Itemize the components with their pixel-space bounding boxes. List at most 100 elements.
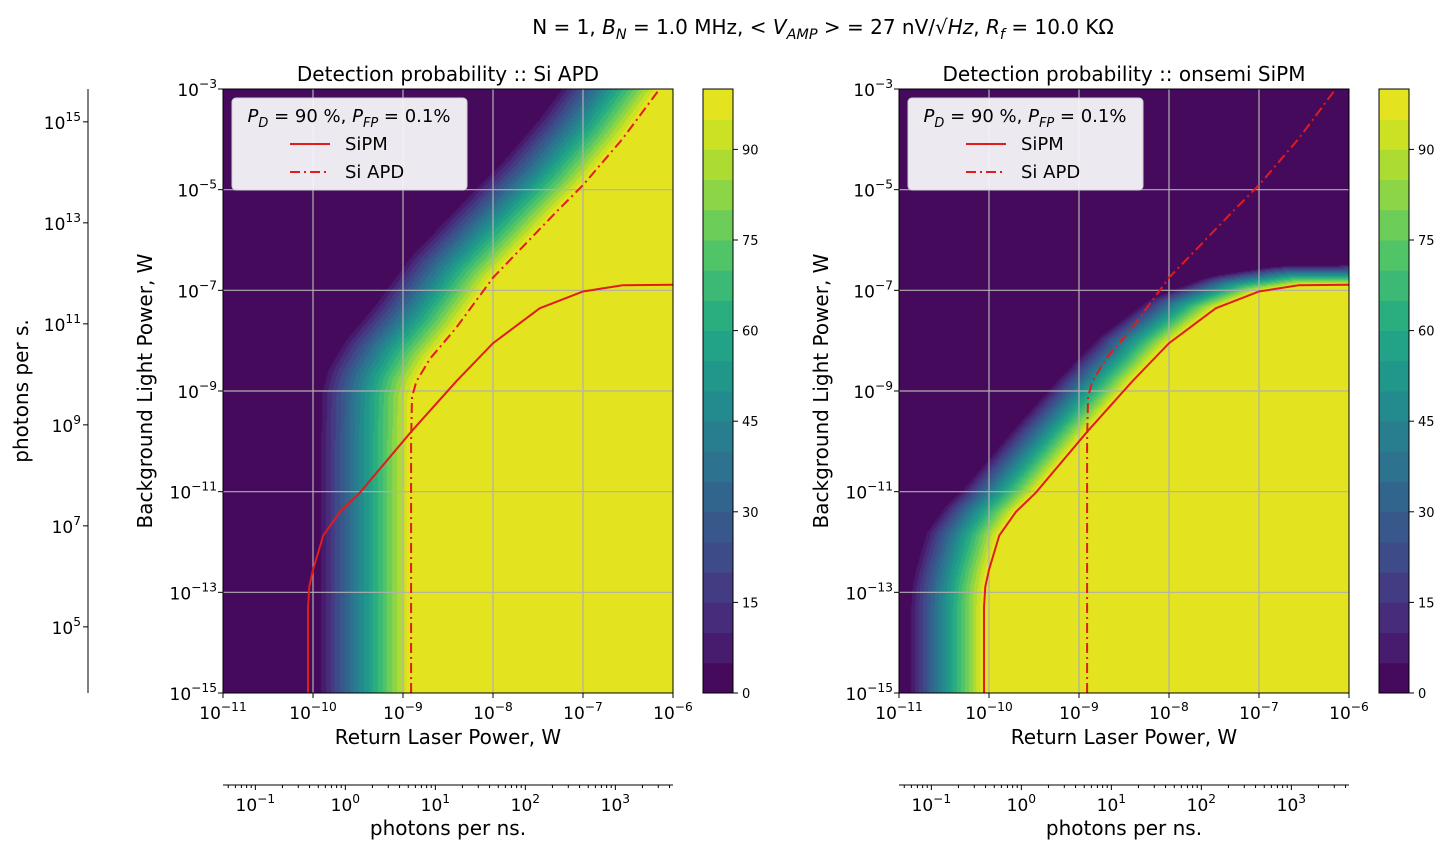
text-segment: D	[934, 116, 944, 131]
colorbar-level	[703, 89, 733, 120]
x-axis-label: Return Laser Power, W	[335, 725, 562, 749]
text-segment: f	[1000, 27, 1007, 43]
secondary-x-tick-label: 101	[1097, 792, 1126, 816]
y-tick-label: 10−11	[846, 480, 893, 504]
colorbar-level	[1379, 149, 1409, 181]
colorbar-tick-label: 75	[742, 234, 759, 249]
legend-label: Si APD	[1021, 162, 1080, 183]
colorbar-level	[1379, 89, 1409, 120]
secondary-y-tick-label: 1013	[44, 211, 81, 235]
colorbar-level	[703, 179, 733, 211]
colorbar-tick-label: 60	[1418, 325, 1435, 340]
colorbar-level	[1379, 632, 1409, 664]
colorbar-level	[1379, 270, 1409, 301]
colorbar-level	[1379, 542, 1409, 573]
secondary-x-axis-label: photons per ns.	[1046, 816, 1202, 840]
secondary-y-tick-label: 105	[52, 615, 81, 639]
secondary-x-tick-label: 102	[511, 792, 540, 816]
text-segment: R	[986, 15, 1000, 39]
x-tick-label: 10−6	[653, 700, 693, 724]
legend-title: PD = 90 %, PFP = 0.1%	[248, 106, 451, 131]
y-tick-label: 10−15	[170, 681, 217, 705]
x-tick-label: 10−10	[289, 700, 336, 724]
colorbar-level	[703, 632, 733, 664]
colorbar-level	[703, 542, 733, 573]
colorbar-level	[703, 511, 733, 543]
text-segment: P	[352, 106, 363, 127]
secondary-y-tick-label: 109	[52, 413, 81, 437]
curve-sipm	[983, 283, 1350, 693]
secondary-y-axis: 105 107 109 1011 1013 1015 photons per s.	[9, 89, 89, 693]
text-segment: = 0.1%	[378, 106, 450, 127]
x-tick-label: 10−9	[1059, 700, 1099, 724]
x-tick-label: 10−8	[1149, 700, 1189, 724]
text-segment: B	[602, 15, 616, 39]
colorbar-tick-label: 45	[1418, 415, 1435, 430]
colorbar-level	[703, 240, 733, 271]
colorbar-tick-label: 75	[1418, 234, 1435, 249]
text-segment: = 1.0 MHz, <	[627, 15, 773, 39]
colorbar-tick-label: 60	[742, 325, 759, 340]
colorbar: 0 15 30 45 60 75 90	[1378, 88, 1435, 702]
colorbar-level	[703, 330, 733, 362]
text-segment: > = 27 nV/√	[818, 15, 948, 39]
panel-title: Detection probability :: Si APD	[297, 62, 599, 86]
colorbar-level	[1379, 209, 1409, 241]
secondary-x-tick-label: 100	[331, 792, 360, 816]
colorbar-level	[703, 572, 733, 603]
legend-box	[231, 97, 468, 191]
panel-si-apd: 10−11 10−10 10−9 10−8 10−7 10−610−1510−1310−1…	[9, 62, 759, 840]
x-tick-label: 10−7	[1239, 700, 1279, 724]
secondary-x-tick-label: 10−1	[236, 792, 276, 816]
colorbar-tick-label: 45	[742, 415, 759, 430]
text-segment: ,	[973, 15, 986, 39]
y-tick-label: 10−11	[170, 480, 217, 504]
colorbar-tick-label: 0	[742, 687, 750, 702]
text-segment: = 0.1%	[1054, 106, 1126, 127]
y-tick-label: 10−9	[853, 379, 893, 403]
colorbar-level	[1379, 391, 1409, 422]
y-tick-label: 10−7	[853, 278, 893, 302]
colorbar-level	[703, 391, 733, 422]
x-tick-label: 10−6	[1329, 700, 1369, 724]
colorbar-tick-label: 90	[742, 143, 759, 158]
colorbar-level	[703, 209, 733, 241]
x-tick-label: 10−7	[563, 700, 603, 724]
text-segment: = 90 %,	[268, 106, 352, 127]
secondary-x-tick-label: 102	[1187, 792, 1216, 816]
y-tick-label: 10−3	[853, 77, 893, 101]
colorbar-level	[703, 360, 733, 392]
text-segment: N	[616, 27, 627, 43]
x-tick-label: 10−11	[875, 700, 922, 724]
colorbar-level	[1379, 511, 1409, 543]
x-axis-label: Return Laser Power, W	[1011, 725, 1238, 749]
colorbar-tick-label: 90	[1418, 143, 1435, 158]
colorbar-level	[703, 602, 733, 634]
x-tick-label: 10−11	[199, 700, 246, 724]
y-tick-label: 10−7	[177, 278, 217, 302]
x-tick-label: 10−8	[473, 700, 513, 724]
colorbar-frame	[1378, 88, 1410, 694]
y-tick-label: 10−5	[177, 178, 217, 202]
colorbar-level	[1379, 240, 1409, 271]
secondary-x-tick-label: 103	[1277, 792, 1306, 816]
curve-sipm	[307, 283, 674, 693]
x-tick-label: 10−9	[383, 700, 423, 724]
panel-onsemi-sipm: 10−11 10−10 10−9 10−8 10−7 10−610−1510−1310−1…	[809, 62, 1435, 840]
colorbar-level	[703, 451, 733, 483]
secondary-x-axis: 10−1 100 101 102 103 photons per ns.	[223, 784, 673, 840]
secondary-x-tick-label: 100	[1007, 792, 1036, 816]
panel-title: Detection probability :: onsemi SiPM	[942, 62, 1305, 86]
y-tick-label: 10−5	[853, 178, 893, 202]
x-tick-label: 10−10	[965, 700, 1012, 724]
colorbar-level	[1379, 421, 1409, 452]
text-segment: P	[924, 106, 935, 127]
text-segment: N = 1,	[532, 15, 602, 39]
text-segment: V	[773, 15, 788, 39]
colorbar-level	[1379, 300, 1409, 332]
colorbar-level	[1379, 330, 1409, 362]
colorbar-level	[1379, 119, 1409, 150]
